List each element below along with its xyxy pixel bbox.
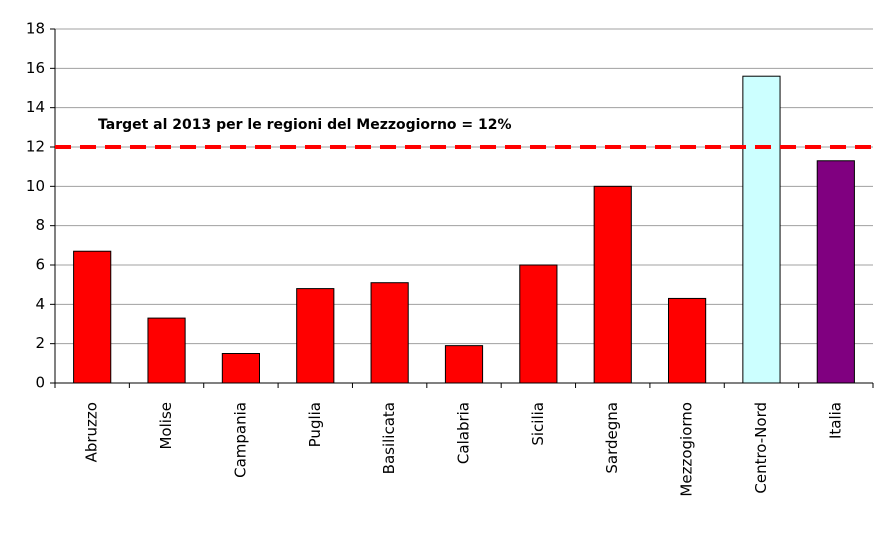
x-tick-label: Abruzzo [83,402,101,462]
y-tick-label: 0 [35,374,45,392]
y-tick-label: 12 [26,138,45,156]
y-tick-label: 16 [26,59,45,77]
y-tick-label: 8 [35,216,45,234]
x-tick-label: Mezzogiorno [678,402,696,497]
x-tick-label: Campania [231,402,249,478]
x-tick-label: Italia [826,402,844,439]
bar [668,297,707,384]
x-tick-label: Sardegna [603,402,621,474]
bar [593,185,632,384]
reference-label: Target al 2013 per le regioni del Mezzog… [98,117,512,133]
y-tick-label: 4 [35,295,45,313]
bar [370,282,409,384]
bar [73,250,112,384]
x-tick-label: Molise [157,402,175,450]
bar [221,353,260,384]
y-tick-label: 14 [26,98,45,116]
bar [147,317,186,384]
bar [444,345,484,384]
bar [296,288,335,384]
x-tick-label: Puglia [306,402,324,447]
y-tick-label: 18 [26,20,45,38]
bar [816,160,855,384]
x-tick-label: Basilicata [380,402,398,474]
bar [742,75,781,384]
x-tick-label: Calabria [455,402,473,464]
bar [519,264,558,384]
y-tick-label: 6 [35,256,45,274]
y-tick-label: 10 [26,177,45,195]
x-tick-label: Centro-Nord [752,402,770,494]
y-tick-label: 2 [35,334,45,352]
x-tick-label: Sicilia [529,402,547,446]
